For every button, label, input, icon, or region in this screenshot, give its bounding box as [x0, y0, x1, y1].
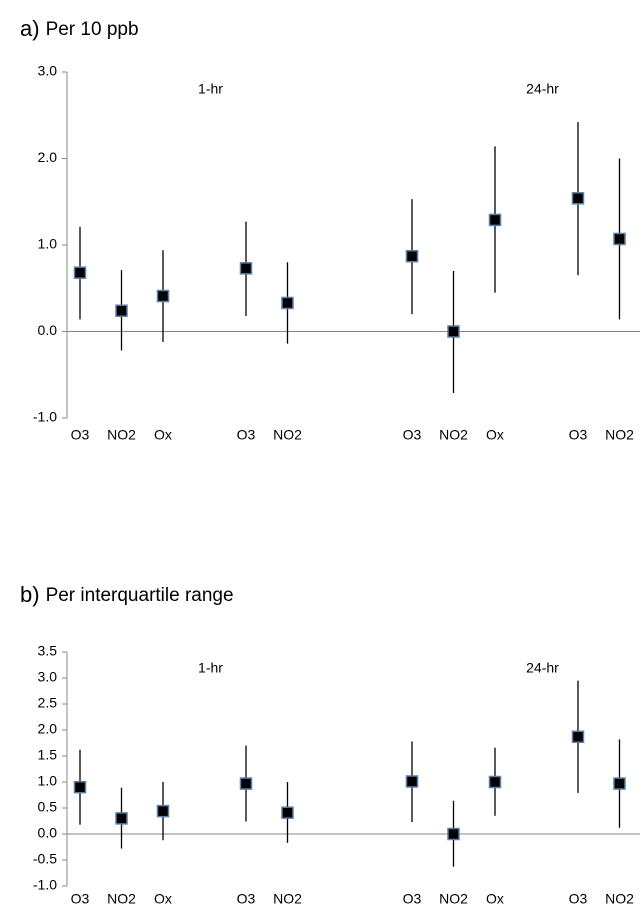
- x-tick-label: NO2: [273, 891, 302, 907]
- point-marker: [156, 289, 170, 303]
- point-marker: [281, 806, 294, 819]
- y-tick-label: 3.0: [38, 63, 58, 79]
- y-tick-label: 1.0: [38, 773, 58, 789]
- x-tick-label: O3: [569, 427, 588, 443]
- y-tick-label: -1.0: [33, 877, 57, 893]
- x-tick-label: NO2: [605, 891, 634, 907]
- x-tick-label: NO2: [273, 427, 302, 443]
- panel-label: b): [20, 582, 40, 607]
- point-marker: [405, 249, 419, 263]
- title-text: Per interquartile range: [46, 585, 234, 606]
- point-marker: [156, 804, 170, 818]
- y-tick-label: -1.0: [33, 409, 57, 425]
- point-marker: [115, 304, 128, 317]
- y-tick-label: 1.5: [38, 747, 58, 763]
- point-marker: [447, 827, 460, 841]
- x-tick-label: Ox: [486, 891, 504, 907]
- x-tick-label: NO2: [107, 427, 136, 443]
- y-tick-label: 2.0: [38, 149, 58, 165]
- point-marker: [73, 266, 87, 279]
- point-marker: [613, 777, 626, 790]
- point-marker: [447, 325, 460, 338]
- y-tick-label: 0.0: [38, 825, 58, 841]
- x-tick-label: O3: [237, 427, 256, 443]
- group-label: 24-hr: [526, 81, 559, 97]
- y-tick-label: 0.0: [38, 322, 58, 338]
- point-marker: [488, 775, 502, 789]
- point-marker: [73, 780, 87, 794]
- x-tick-label: Ox: [154, 427, 172, 443]
- y-tick-label: 2.0: [38, 721, 58, 737]
- x-tick-label: O3: [403, 427, 422, 443]
- y-tick-label: 1.0: [38, 236, 58, 252]
- y-tick-label: 3.0: [38, 669, 58, 685]
- x-tick-label: NO2: [439, 891, 468, 907]
- x-tick-label: NO2: [107, 891, 136, 907]
- title-text: Per 10 ppb: [46, 19, 139, 40]
- point-marker: [239, 262, 253, 275]
- panel-title: b) Per interquartile range: [20, 582, 234, 607]
- x-tick-label: O3: [71, 891, 90, 907]
- y-tick-label: -0.5: [33, 851, 57, 867]
- point-marker: [239, 777, 253, 790]
- point-marker: [613, 232, 626, 246]
- panel-label: a): [20, 16, 40, 41]
- x-tick-label: NO2: [605, 427, 634, 443]
- y-tick-label: 3.5: [38, 643, 58, 659]
- x-tick-label: O3: [237, 891, 256, 907]
- panel-title: a) Per 10 ppb: [20, 16, 139, 41]
- x-tick-label: O3: [403, 891, 422, 907]
- point-marker: [281, 296, 294, 310]
- point-marker: [571, 192, 585, 205]
- point-marker: [405, 775, 419, 788]
- point-marker: [488, 213, 502, 227]
- y-tick-label: 2.5: [38, 695, 58, 711]
- y-tick-label: 0.5: [38, 799, 58, 815]
- group-label: 24-hr: [526, 660, 559, 676]
- x-tick-label: NO2: [439, 427, 468, 443]
- group-label: 1-hr: [198, 81, 223, 97]
- point-marker: [115, 812, 128, 825]
- x-tick-label: O3: [569, 891, 588, 907]
- group-label: 1-hr: [198, 660, 223, 676]
- x-tick-label: Ox: [154, 891, 172, 907]
- x-tick-label: Ox: [486, 427, 504, 443]
- x-tick-label: O3: [71, 427, 90, 443]
- point-marker: [571, 730, 585, 744]
